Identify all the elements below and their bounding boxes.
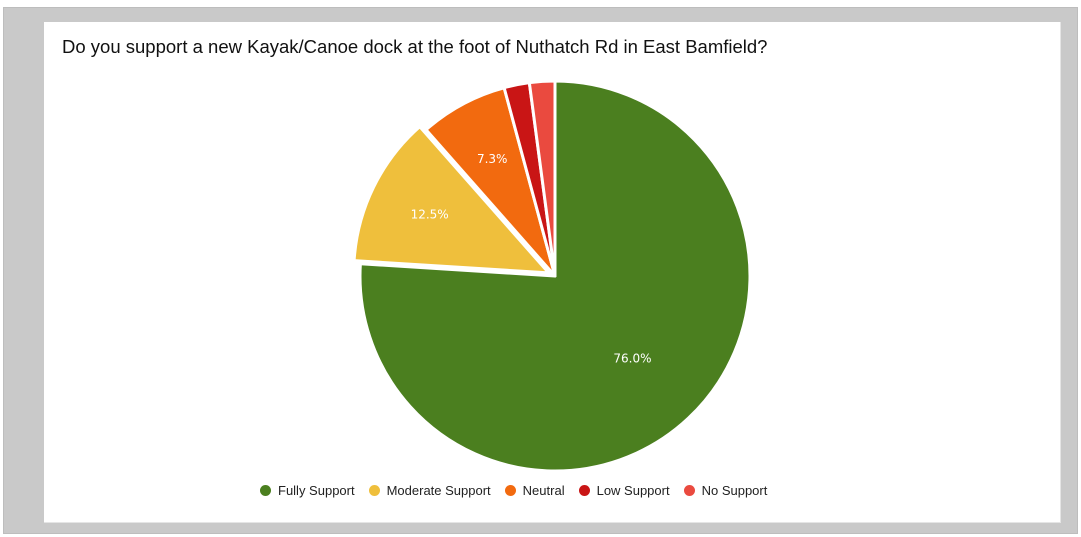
pie-slice-no-support[interactable] bbox=[527, 79, 557, 278]
chart-title: Do you support a new Kayak/Canoe dock at… bbox=[62, 36, 768, 57]
legend-marker-low-support bbox=[578, 484, 590, 496]
data-label-fully-support: 76.0% bbox=[613, 351, 651, 365]
legend-label-low-support: Low Support bbox=[596, 482, 670, 498]
chart-legend: Fully Support Moderate Support Neutral L… bbox=[260, 481, 767, 499]
legend-item-neutral[interactable]: Neutral bbox=[504, 482, 565, 498]
legend-label-neutral: Neutral bbox=[522, 482, 565, 498]
legend-marker-moderate-support bbox=[368, 484, 380, 496]
legend-item-low-support[interactable]: Low Support bbox=[578, 482, 670, 498]
legend-label-moderate-support: Moderate Support bbox=[386, 482, 491, 498]
legend-label-fully-support: Fully Support bbox=[278, 482, 355, 498]
data-label-neutral: 7.3% bbox=[477, 152, 508, 166]
legend-marker-fully-support bbox=[260, 484, 271, 496]
pie-slice-moderate-support[interactable] bbox=[352, 125, 551, 275]
data-label-moderate-support: 12.5% bbox=[411, 208, 449, 222]
legend-marker-neutral bbox=[504, 484, 516, 496]
legend-marker-no-support bbox=[683, 484, 695, 496]
pie-slice-fully-support[interactable] bbox=[358, 79, 752, 473]
legend-item-no-support[interactable]: No Support bbox=[683, 482, 768, 498]
legend-item-fully-support[interactable]: Fully Support bbox=[260, 483, 355, 498]
legend-label-no-support: No Support bbox=[701, 482, 768, 498]
legend-item-moderate-support[interactable]: Moderate Support bbox=[368, 482, 491, 498]
